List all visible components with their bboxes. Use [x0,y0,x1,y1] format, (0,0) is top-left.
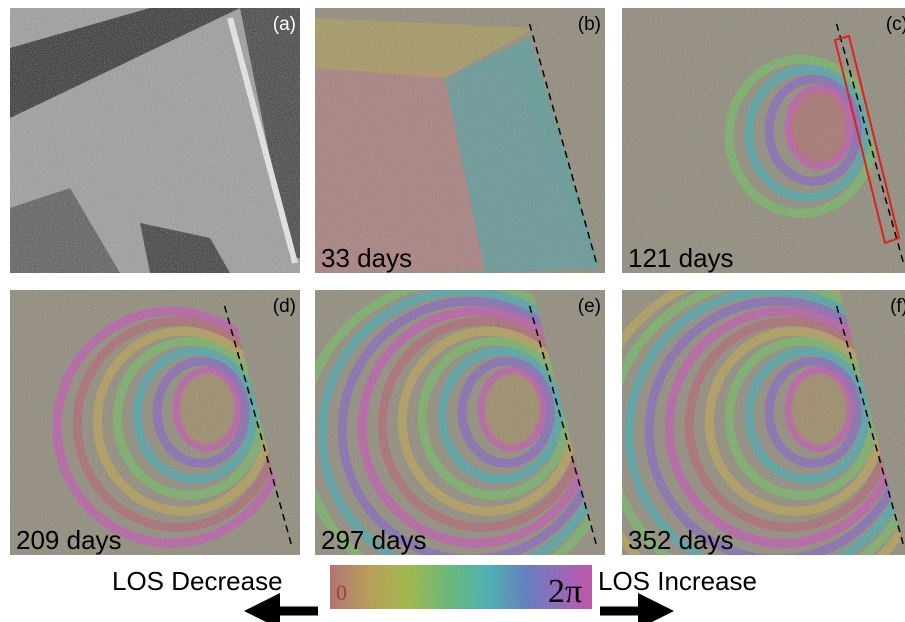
legend-right: LOS Increase [598,566,757,596]
panel: (c) 121 days [622,8,905,273]
panel-letter: (f) [890,296,905,317]
panel-image [10,290,300,555]
panel-days: 33 days [321,243,412,273]
panel: (b) 33 days [315,8,605,273]
phase-noise [10,290,300,555]
phase-noise [622,8,905,273]
highlight-box [833,34,901,245]
panel: (a) [10,8,300,273]
panel-days: 352 days [628,525,734,555]
panel-letter: (e) [578,296,601,317]
panel: (d) 209 days [10,290,300,555]
panel-image [622,8,905,273]
colorbar-group: 0 2π LOS Decrease LOS Increase [112,565,757,622]
panel-image [315,290,605,555]
panel-letter: (a) [273,14,296,35]
panel: (e) 297 days [315,290,605,555]
panels: (a) (b) 33 days (c) 121 days (d) 209 days (e) 29… [10,8,905,555]
panel-image [315,8,605,273]
panel-days: 297 days [321,525,427,555]
panel: (f) 352 days [622,290,905,555]
colorbar-min: 0 [336,580,347,605]
phase-noise [622,290,905,555]
fault-line [528,23,598,263]
phase-noise [315,8,605,273]
panel-days: 121 days [628,243,734,273]
phase-noise [315,290,605,555]
fault-line [223,305,293,545]
sar-noise [10,8,300,273]
colorbar-noise [330,565,592,609]
fault-line [835,305,905,545]
legend-left: LOS Decrease [112,566,283,596]
fault-line [835,23,905,263]
panel-letter: (d) [273,296,296,317]
panel-image [10,8,300,273]
panel-image [622,290,905,555]
panel-letter: (c) [886,14,905,35]
panel-letter: (b) [578,14,601,35]
colorbar-max: 2π [548,573,582,610]
panel-days: 209 days [16,525,122,555]
fault-line [528,305,598,545]
